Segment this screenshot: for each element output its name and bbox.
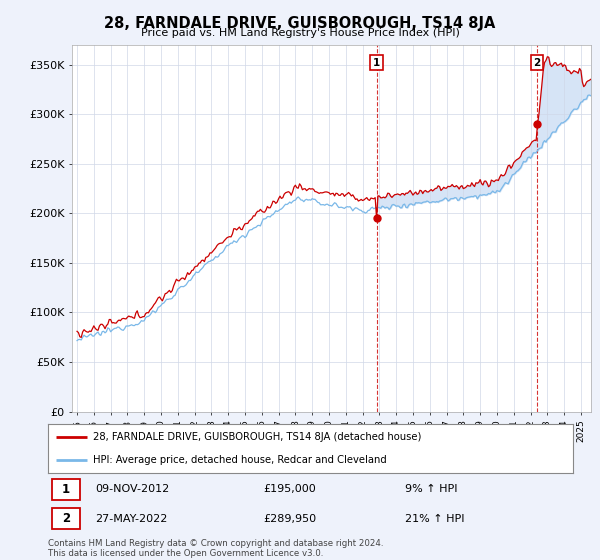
Text: 2: 2 (62, 512, 70, 525)
Text: 1: 1 (373, 58, 380, 68)
Text: £289,950: £289,950 (263, 514, 316, 524)
Text: 1: 1 (62, 483, 70, 496)
Text: 28, FARNDALE DRIVE, GUISBOROUGH, TS14 8JA (detached house): 28, FARNDALE DRIVE, GUISBOROUGH, TS14 8J… (92, 432, 421, 442)
Text: 28, FARNDALE DRIVE, GUISBOROUGH, TS14 8JA: 28, FARNDALE DRIVE, GUISBOROUGH, TS14 8J… (104, 16, 496, 31)
Text: 2: 2 (533, 58, 541, 68)
Text: £195,000: £195,000 (263, 484, 316, 494)
FancyBboxPatch shape (52, 507, 79, 530)
FancyBboxPatch shape (52, 478, 79, 501)
Text: Contains HM Land Registry data © Crown copyright and database right 2024.
This d: Contains HM Land Registry data © Crown c… (48, 539, 383, 558)
Text: 09-NOV-2012: 09-NOV-2012 (95, 484, 170, 494)
Text: HPI: Average price, detached house, Redcar and Cleveland: HPI: Average price, detached house, Redc… (92, 455, 386, 465)
Text: 27-MAY-2022: 27-MAY-2022 (95, 514, 167, 524)
Text: Price paid vs. HM Land Registry's House Price Index (HPI): Price paid vs. HM Land Registry's House … (140, 28, 460, 38)
Text: 9% ↑ HPI: 9% ↑ HPI (405, 484, 458, 494)
Text: 21% ↑ HPI: 21% ↑ HPI (405, 514, 464, 524)
